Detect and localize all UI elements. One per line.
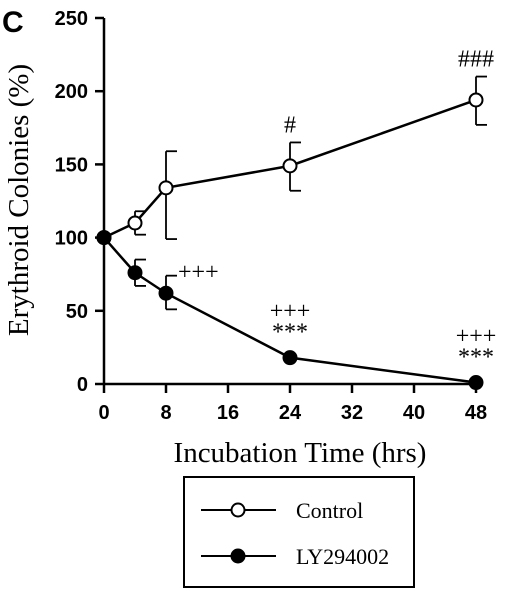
data-point-control: [158, 180, 174, 196]
y-tick-label: 50: [66, 301, 88, 323]
significance-annotation: +++: [178, 260, 219, 286]
significance-annotation: ###: [458, 47, 494, 73]
x-tick-label: 8: [160, 402, 171, 424]
data-point-ly294002: [282, 350, 298, 366]
legend-marker-control: [230, 502, 246, 518]
x-tick-label: 40: [403, 402, 425, 424]
y-tick-label: 200: [55, 81, 88, 103]
panel-label: C: [2, 6, 24, 39]
significance-annotation: +++: [456, 324, 497, 350]
y-tick-label: 250: [55, 8, 88, 30]
y-tick-label: 150: [55, 154, 88, 176]
axes: 0 50 100 150 200 250 0 8 16 24 32 40 48: [55, 8, 488, 424]
data-point-control: [468, 92, 484, 108]
x-tick-label: 24: [279, 402, 302, 424]
x-axis-label: Incubation Time (hrs): [174, 437, 427, 469]
series-ly294002: +++***+++***+++: [96, 230, 497, 391]
x-tick-label: 32: [341, 402, 363, 424]
data-point-ly294002: [158, 285, 174, 301]
data-point-ly294002: [127, 265, 143, 281]
legend: Control LY294002: [183, 476, 415, 588]
significance-annotation: #: [284, 112, 296, 138]
series-control: ####: [96, 47, 494, 246]
significance-annotation: ***: [458, 345, 494, 371]
x-tick-label: 16: [217, 402, 239, 424]
data-point-control: [127, 215, 143, 231]
y-tick-label: 100: [55, 228, 88, 250]
y-axis-label: Erythroid Colonies (%): [3, 64, 35, 336]
legend-box: [183, 476, 415, 588]
significance-annotation: ***: [272, 320, 308, 346]
significance-annotation: +++: [270, 299, 311, 325]
data-point-ly294002: [96, 230, 112, 246]
series-layer: ####+++***+++***+++: [96, 47, 497, 391]
legend-label-ly294002: LY294002: [296, 544, 389, 569]
data-point-control: [282, 158, 298, 174]
y-tick-label: 0: [77, 374, 88, 396]
x-tick-label: 48: [465, 402, 487, 424]
data-point-ly294002: [468, 375, 484, 391]
x-tick-label: 0: [98, 402, 109, 424]
legend-marker-ly294002: [230, 548, 246, 564]
legend-label-control: Control: [296, 498, 363, 523]
